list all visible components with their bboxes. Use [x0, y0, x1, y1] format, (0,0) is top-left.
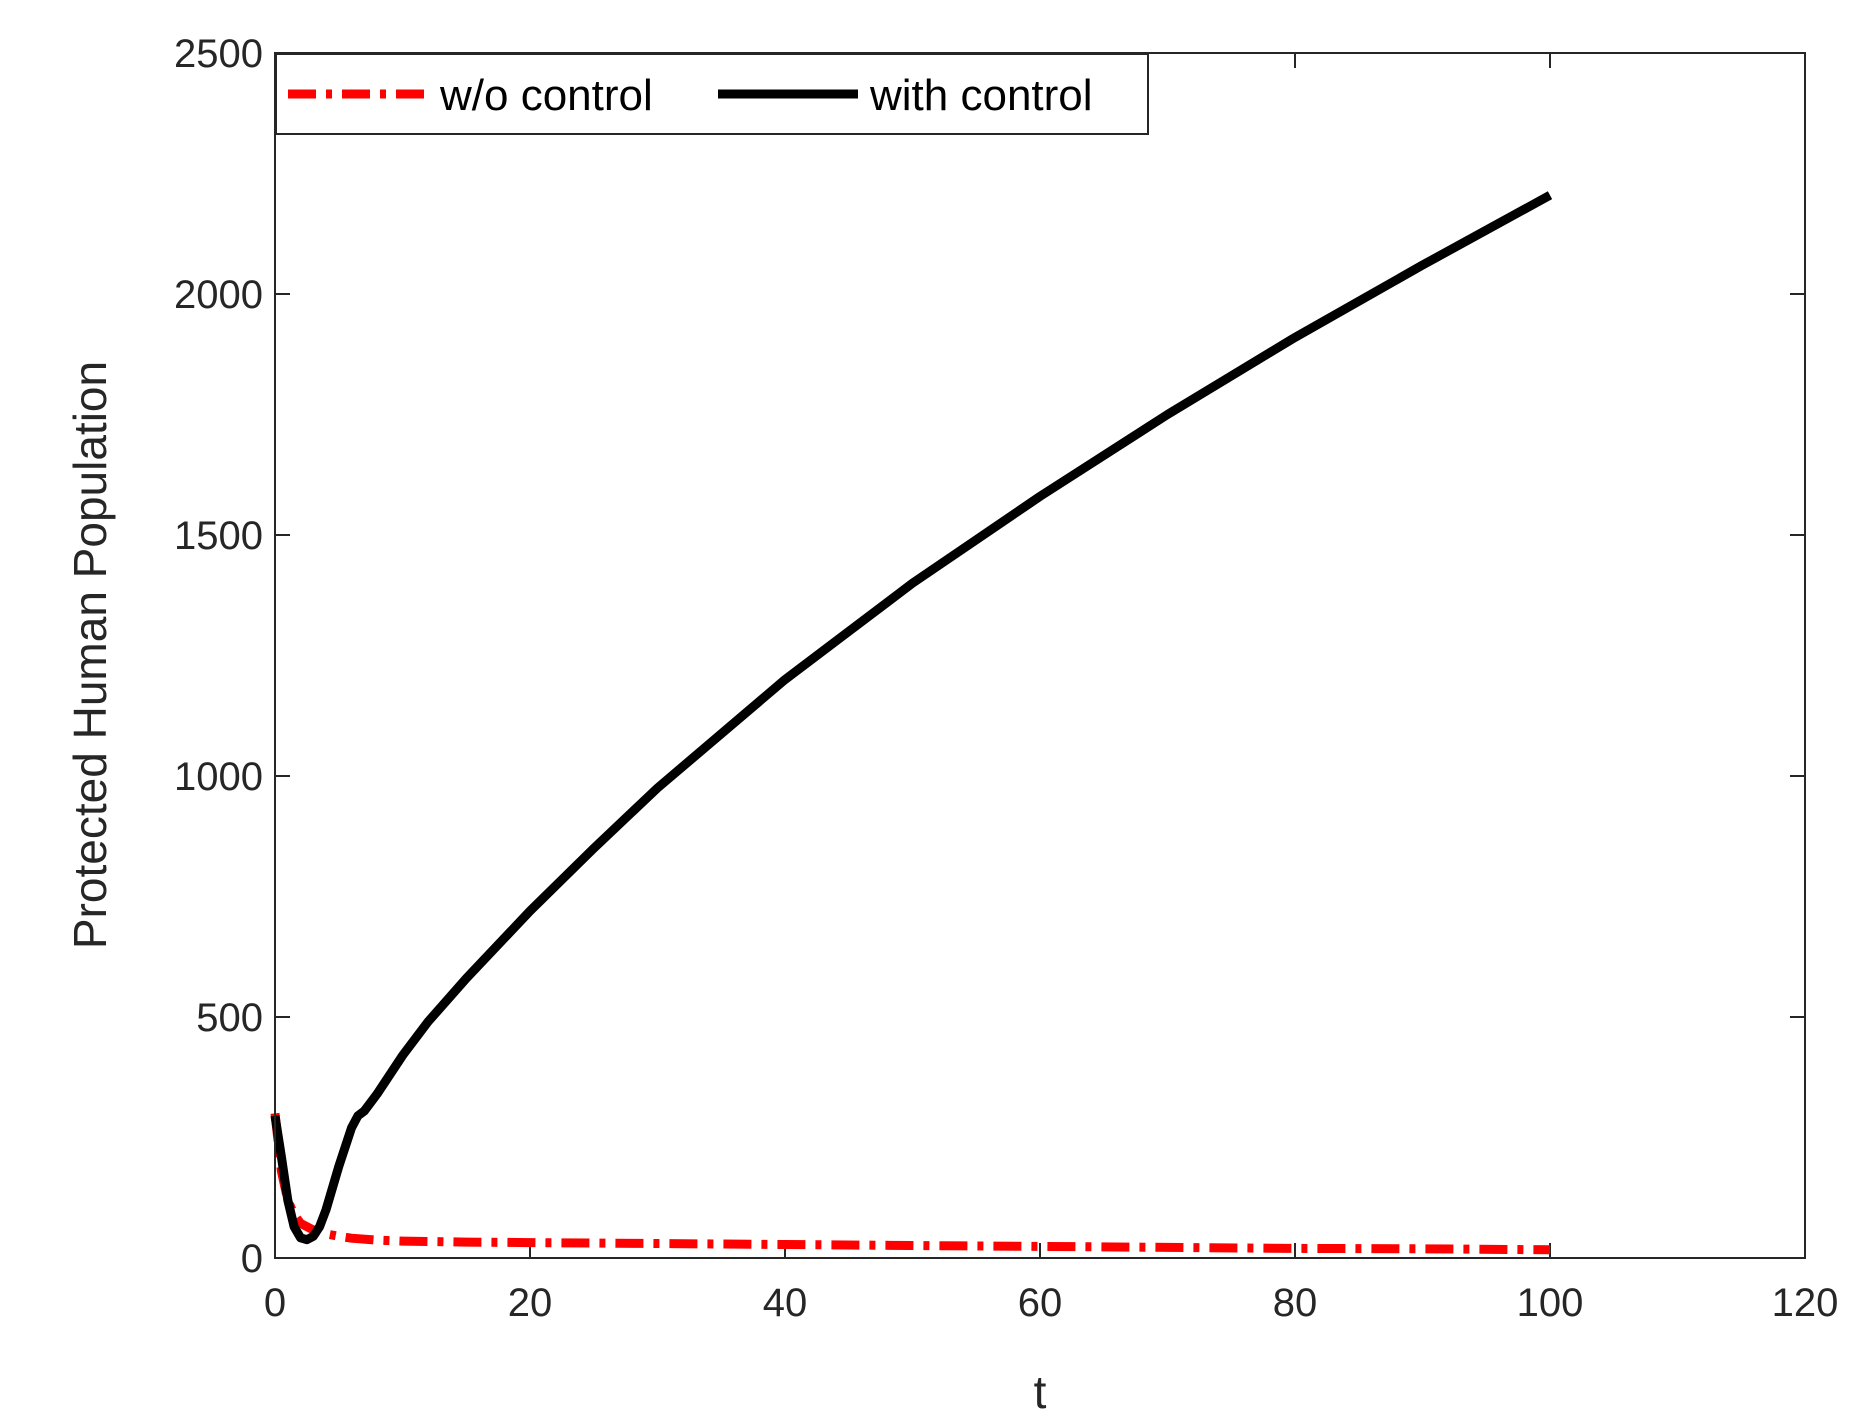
y-tick-label: 2000	[174, 273, 263, 317]
series-line-w-o-control	[270, 1112, 1551, 1255]
x-tick-label: 0	[264, 1281, 286, 1325]
y-tick-label: 1000	[174, 755, 263, 799]
y-tick-label: 500	[196, 996, 263, 1040]
y-axis-label: Protected Human Population	[64, 361, 116, 949]
x-tick-label: 20	[508, 1281, 553, 1325]
y-tick-label: 1500	[174, 514, 263, 558]
y-tick-label: 0	[241, 1237, 263, 1281]
x-axis-label: t	[1034, 1366, 1047, 1418]
plot-area	[275, 53, 1805, 1258]
x-tick-label: 120	[1772, 1281, 1839, 1325]
series-line-with-control	[270, 191, 1553, 1245]
x-tick-label: 40	[763, 1281, 808, 1325]
x-tick-label: 60	[1018, 1281, 1063, 1325]
series-lines	[270, 191, 1553, 1255]
legend-label-with-control: with control	[869, 71, 1093, 120]
tick-labels: 0 20 40 60 80 100 120 0 500 1000 1500 2000 2500	[174, 32, 1838, 1325]
x-tick-label: 80	[1273, 1281, 1318, 1325]
legend: w/o control with control	[275, 53, 1149, 135]
x-tick-label: 100	[1517, 1281, 1584, 1325]
y-tick-label: 2500	[174, 32, 263, 76]
legend-label-wo-control: w/o control	[439, 71, 653, 120]
